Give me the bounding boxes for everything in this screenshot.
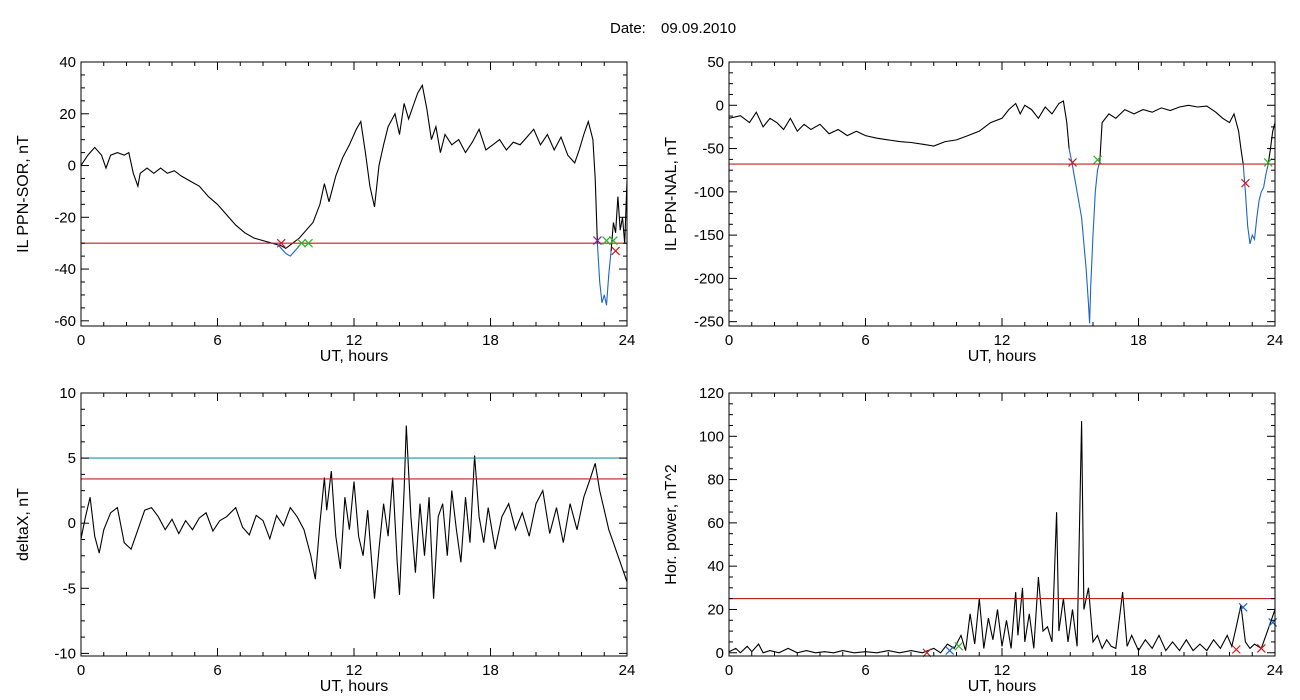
event-marker-6 [608,236,618,246]
x-tick-label: 0 [77,662,85,679]
x-tick-label: 12 [346,332,363,349]
series-line-4 [1242,163,1269,244]
x-tick-label: 12 [346,662,363,679]
event-marker-4 [593,236,602,246]
y-tick-label: -40 [54,261,76,278]
y-tick-label: 5 [68,450,76,467]
y-tick-label: 60 [707,515,724,532]
y-tick-label: 20 [707,601,724,618]
x-tick-label: 18 [1130,662,1147,679]
x-tick-label: 24 [619,662,636,679]
x-axis-label: UT, hours [320,678,388,695]
event-marker-3 [954,641,964,651]
series-line-2 [276,242,300,257]
date-label: Date: [610,20,646,37]
x-tick-label: 18 [482,662,499,679]
series-line-4 [610,181,627,251]
chart-panel-3: 0 6 12 18 24 -10 -5 0 5 10 UT, hours deltaX, nT [15,385,635,695]
y-tick-label: -100 [694,184,724,201]
plot-frame [80,61,628,327]
event-marker-7 [611,246,621,256]
x-tick-label: 12 [994,332,1011,349]
chart-panel-2: 0 6 12 18 24 -250 -200 -150 -100 -50 0 50 UT, hours I… [663,54,1283,365]
x-tick-label: 6 [861,332,869,349]
y-tick-label: -10 [54,645,76,662]
x-tick-label: 12 [994,662,1011,679]
y-axis-label: IL PPN-NAL, nT [663,137,680,251]
x-tick-label: 24 [619,332,636,349]
event-marker-5 [602,236,611,246]
y-tick-label: -150 [694,227,724,244]
chart-panel-4: 0 6 12 18 24 0 20 40 60 80 100 120 UT, hours Hor. pow… [663,385,1283,695]
y-tick-label: 0 [716,645,724,662]
plot-frame [728,392,1276,657]
x-tick-label: 24 [1267,332,1284,349]
event-marker-2 [945,646,955,656]
y-tick-label: 10 [59,385,76,402]
y-tick-label: -5 [63,580,76,597]
event-marker-5 [1238,602,1248,612]
y-tick-label: -200 [694,270,724,287]
x-axis-label: UT, hours [320,348,388,365]
x-axis-label: UT, hours [968,348,1036,365]
y-tick-label: -250 [694,314,724,331]
event-marker-1 [276,238,286,248]
event-marker-1 [1068,157,1077,167]
y-tick-label: 0 [68,158,76,175]
x-axis-label: UT, hours [968,678,1036,695]
y-tick-label: 20 [59,106,76,123]
event-marker-2 [1093,155,1102,165]
x-tick-label: 18 [1130,332,1147,349]
series-line-3 [596,243,612,306]
series-line-1 [729,100,1070,149]
x-tick-label: 0 [725,662,733,679]
x-tick-label: 6 [213,332,221,349]
event-marker-4 [1231,645,1241,654]
y-tick-label: 80 [707,472,724,489]
event-marker-3 [304,238,313,248]
x-tick-label: 18 [482,332,499,349]
plot-frame [728,61,1276,327]
y-tick-label: 40 [707,558,724,575]
x-tick-label: 6 [213,662,221,679]
x-tick-label: 0 [725,332,733,349]
y-tick-label: 0 [68,515,76,532]
series-line-3 [1099,104,1244,165]
y-tick-label: -50 [702,141,724,158]
x-tick-label: 6 [861,662,869,679]
x-tick-label: 24 [1267,662,1284,679]
y-tick-label: -20 [54,209,76,226]
y-tick-label: 100 [699,428,724,445]
y-axis-label: IL PPN-SOR, nT [15,135,32,253]
series-line-1 [81,425,627,599]
y-axis-label: deltaX, nT [15,488,32,561]
series-line-2 [1068,148,1101,324]
event-marker-2 [297,238,307,248]
event-marker-6 [1256,643,1266,653]
x-tick-label: 0 [77,332,85,349]
y-axis-label: Hor. power, nT^2 [663,464,680,585]
y-tick-label: -60 [54,313,76,330]
series-line-5 [1267,122,1275,165]
event-marker-4 [1263,157,1273,167]
y-tick-label: 0 [716,97,724,114]
y-tick-label: 120 [699,385,724,402]
date-value: 09.09.2010 [661,20,736,37]
y-tick-label: 50 [707,54,724,71]
chart-panel-1: 0 6 12 18 24 -60 -40 -20 0 20 40 UT, hours IL PPN-SO… [15,54,635,365]
series-line-1 [729,421,1275,654]
event-marker-3 [1241,178,1250,188]
series-line-1 [81,83,598,250]
y-tick-label: 40 [59,54,76,71]
event-marker-1 [922,648,932,658]
